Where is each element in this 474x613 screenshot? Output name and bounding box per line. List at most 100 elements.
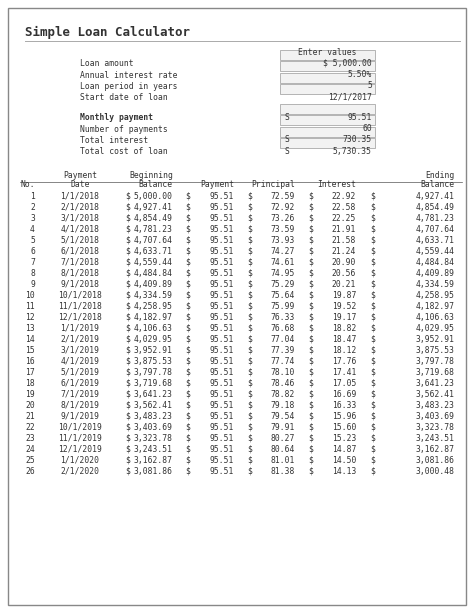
Text: 23: 23 [25,434,35,443]
Text: $: $ [125,445,130,454]
Text: 81.01: 81.01 [271,456,295,465]
Text: 95.51: 95.51 [210,280,234,289]
Text: 12/1/2017: 12/1/2017 [328,93,372,102]
Text: 4,484.84: 4,484.84 [134,269,173,278]
Text: 95.51: 95.51 [210,236,234,245]
Text: $: $ [247,390,252,399]
Text: 7/1/2019: 7/1/2019 [61,390,100,399]
Text: $: $ [125,467,130,476]
Text: Date: Date [70,180,90,189]
Text: $: $ [370,313,375,322]
Text: 5/1/2018: 5/1/2018 [61,236,100,245]
Text: $: $ [370,368,375,377]
Text: Simple Loan Calculator: Simple Loan Calculator [25,26,190,39]
Text: $: $ [308,280,313,289]
Text: $: $ [247,192,252,201]
Text: 20: 20 [25,401,35,410]
Text: 95.51: 95.51 [210,192,234,201]
Text: $: $ [125,302,130,311]
Text: $: $ [247,236,252,245]
Text: $: $ [247,335,252,344]
Text: 73.59: 73.59 [271,225,295,234]
Text: 3,162.87: 3,162.87 [416,445,455,454]
Bar [280,138,375,148]
Text: $: $ [308,203,313,212]
Text: 80.27: 80.27 [271,434,295,443]
Text: 4,633.71: 4,633.71 [134,247,173,256]
Text: $: $ [308,324,313,333]
Text: 18.82: 18.82 [332,324,356,333]
Text: 3,081.86: 3,081.86 [416,456,455,465]
Text: $: $ [125,269,130,278]
Text: $: $ [185,302,190,311]
Text: 1/1/2018: 1/1/2018 [61,192,100,201]
Text: $: $ [370,423,375,432]
Text: 95.51: 95.51 [210,423,234,432]
Text: $: $ [185,214,190,223]
Text: 4,484.84: 4,484.84 [416,258,455,267]
Text: $: $ [185,269,190,278]
Text: 19.17: 19.17 [332,313,356,322]
Text: 15.23: 15.23 [332,434,356,443]
Text: 3,483.23: 3,483.23 [416,401,455,410]
Text: $: $ [308,214,313,223]
Text: 17.41: 17.41 [332,368,356,377]
Text: 20.56: 20.56 [332,269,356,278]
Bar [280,104,375,113]
Text: $: $ [308,412,313,421]
Text: 4,258.95: 4,258.95 [416,291,455,300]
Text: 4,927.41: 4,927.41 [416,192,455,201]
Text: 95.51: 95.51 [210,214,234,223]
Text: S: S [285,113,290,121]
Text: 13: 13 [25,324,35,333]
Text: $: $ [185,335,190,344]
Text: $: $ [185,247,190,256]
Text: $: $ [370,214,375,223]
Text: $: $ [125,291,130,300]
Text: 4,182.97: 4,182.97 [416,302,455,311]
Text: $: $ [185,445,190,454]
Text: 78.10: 78.10 [271,368,295,377]
Text: 14.87: 14.87 [332,445,356,454]
Text: 22.58: 22.58 [332,203,356,212]
Text: 95.51: 95.51 [210,225,234,234]
Text: 3,323.78: 3,323.78 [416,423,455,432]
Text: 21.24: 21.24 [332,247,356,256]
Text: 73.93: 73.93 [271,236,295,245]
Text: S: S [285,147,290,156]
Text: $: $ [247,445,252,454]
Text: 1/1/2020: 1/1/2020 [61,456,100,465]
Text: $: $ [125,236,130,245]
Text: $: $ [308,379,313,388]
Text: 9/1/2019: 9/1/2019 [61,412,100,421]
Text: 4,409.89: 4,409.89 [416,269,455,278]
Text: 17.05: 17.05 [332,379,356,388]
Text: 4/1/2019: 4/1/2019 [61,357,100,366]
Text: $: $ [125,214,130,223]
Text: 3,081.86: 3,081.86 [134,467,173,476]
Text: 14.50: 14.50 [332,456,356,465]
Text: $: $ [125,357,130,366]
Text: $: $ [247,357,252,366]
Text: 6/1/2018: 6/1/2018 [61,247,100,256]
Text: $: $ [185,357,190,366]
Text: 16.33: 16.33 [332,401,356,410]
Text: $: $ [185,324,190,333]
Text: 75.99: 75.99 [271,302,295,311]
Text: 77.74: 77.74 [271,357,295,366]
Text: 11: 11 [25,302,35,311]
Text: Beginning: Beginning [129,171,173,180]
Text: $: $ [125,434,130,443]
Text: $: $ [308,291,313,300]
Text: $: $ [185,192,190,201]
Text: $: $ [370,379,375,388]
Text: $: $ [247,269,252,278]
Text: Payment: Payment [200,180,234,189]
Text: 77.04: 77.04 [271,335,295,344]
Text: $: $ [185,258,190,267]
Text: $: $ [125,280,130,289]
Text: 8/1/2019: 8/1/2019 [61,401,100,410]
Text: Total cost of loan: Total cost of loan [80,148,168,156]
Text: 3,162.87: 3,162.87 [134,456,173,465]
Text: 17.76: 17.76 [332,357,356,366]
